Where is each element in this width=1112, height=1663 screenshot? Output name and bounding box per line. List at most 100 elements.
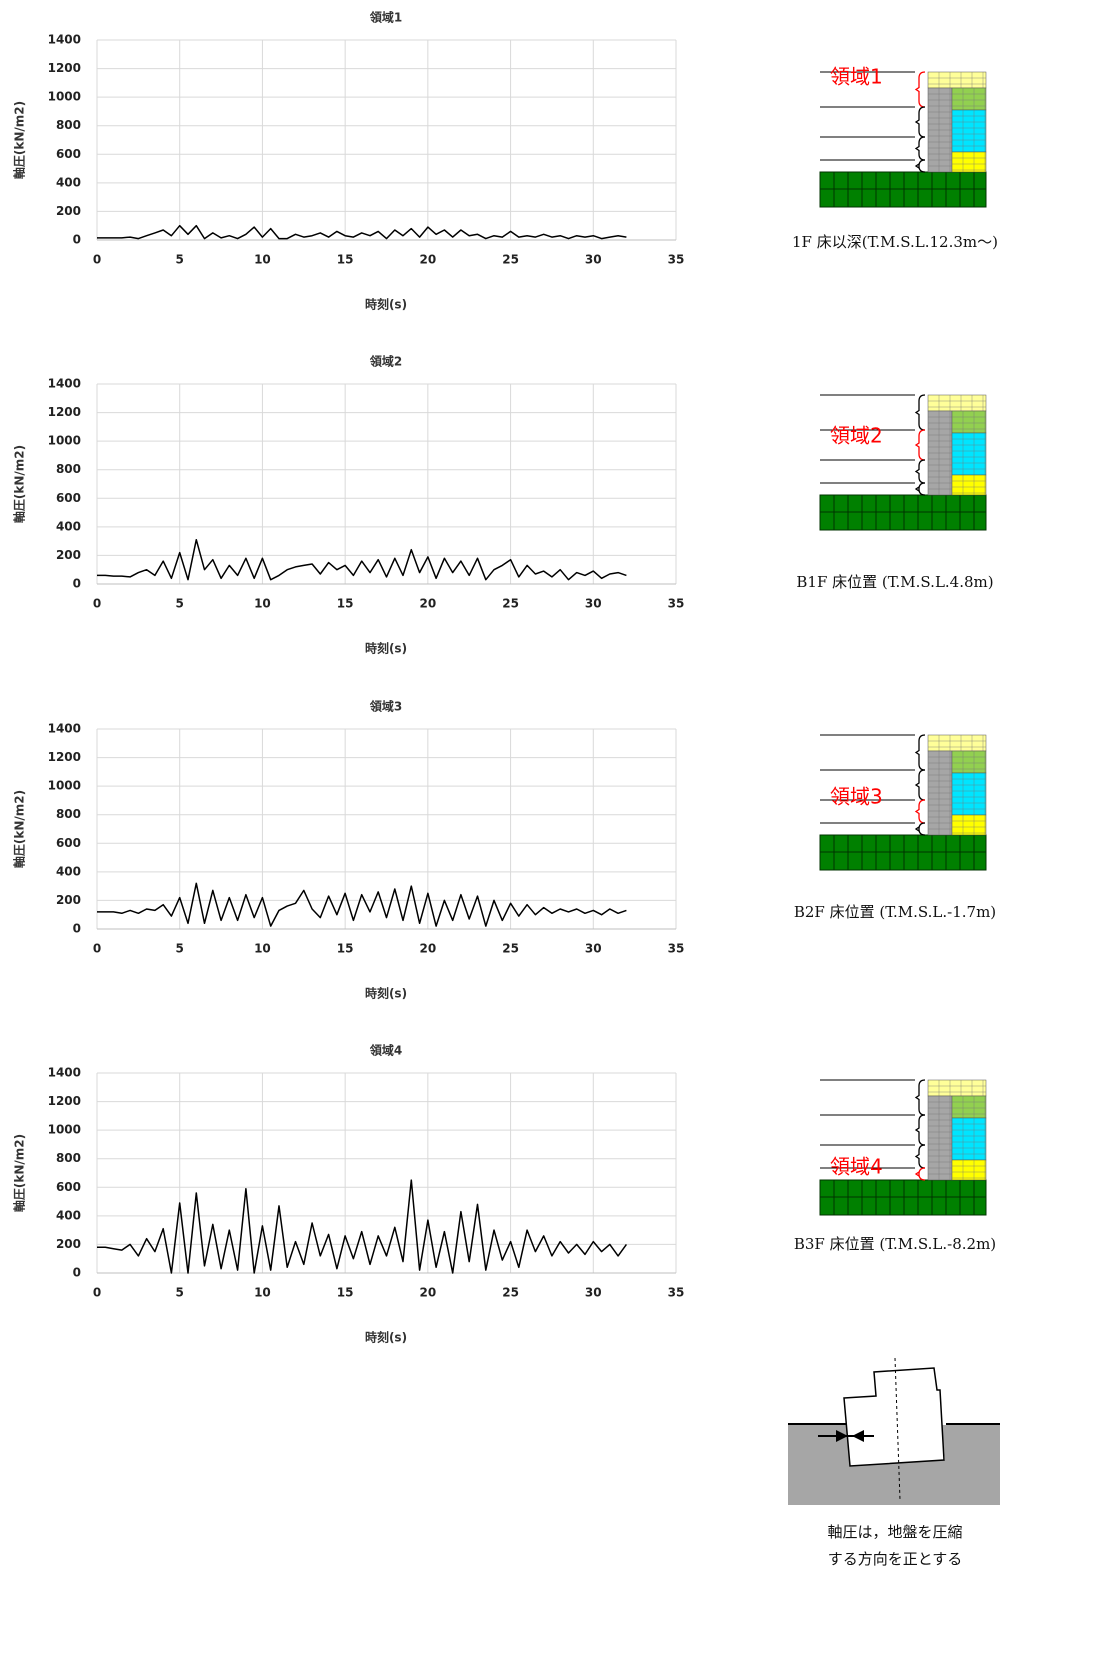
chart: 領域2 0 200 400 600 800 1000 1200 1400 0 5 10 15 20 25 30…	[12, 354, 685, 656]
y-axis-label: 軸圧(kN/m2)	[12, 445, 27, 523]
building-part	[951, 1117, 987, 1161]
x-tick-label: 5	[176, 597, 184, 611]
y-tick-label: 1400	[48, 1066, 81, 1080]
building-part	[927, 71, 987, 89]
ground-line	[946, 1423, 1000, 1425]
x-tick-label: 35	[668, 253, 685, 267]
y-tick-label: 1000	[48, 90, 81, 104]
y-tick-label: 1200	[48, 750, 81, 764]
y-tick-label: 200	[56, 1237, 81, 1251]
bracket	[914, 159, 926, 173]
y-tick-label: 1200	[48, 1094, 81, 1108]
y-tick-label: 0	[73, 922, 81, 936]
y-tick-label: 600	[56, 836, 81, 850]
x-tick-label: 5	[176, 942, 184, 956]
region-label: 領域1	[830, 65, 883, 89]
x-axis-label: 時刻(s)	[365, 297, 407, 312]
bracket	[914, 394, 926, 431]
x-tick-label: 20	[420, 597, 437, 611]
region-diagram: 領域4 B3F 床位置 (T.M.S.L.-8.2m)	[794, 1079, 996, 1253]
region-diagram: 領域3 B2F 床位置 (T.M.S.L.-1.7m)	[794, 734, 996, 921]
bracket	[914, 1144, 926, 1169]
region-label: 領域2	[830, 424, 883, 448]
building-part	[951, 151, 987, 173]
y-tick-label: 1200	[48, 405, 81, 419]
chart: 領域3 0 200 400 600 800 1000 1200 1400 0 5 10 15 20 25 30…	[12, 699, 685, 1001]
x-tick-label: 20	[420, 942, 437, 956]
data-line	[97, 882, 627, 927]
x-tick-label: 15	[337, 253, 354, 267]
y-tick-label: 1000	[48, 1123, 81, 1137]
bracket	[914, 482, 926, 496]
bracket	[914, 822, 926, 836]
x-tick-label: 20	[420, 1286, 437, 1300]
x-tick-label: 35	[668, 597, 685, 611]
building-part	[951, 410, 987, 434]
y-tick-label: 1200	[48, 61, 81, 75]
x-tick-label: 30	[585, 1286, 602, 1300]
x-axis-label: 時刻(s)	[365, 1330, 407, 1345]
y-tick-label: 800	[56, 118, 81, 132]
bracket	[914, 1079, 926, 1116]
x-tick-label: 25	[502, 597, 519, 611]
bracket	[914, 799, 926, 824]
region-label: 領域3	[830, 785, 883, 809]
data-line	[97, 538, 627, 581]
x-tick-label: 5	[176, 1286, 184, 1300]
bracket	[914, 734, 926, 771]
building-part	[951, 814, 987, 836]
building-part	[951, 109, 987, 153]
y-tick-label: 400	[56, 519, 81, 533]
bracket	[914, 429, 926, 461]
y-tick-label: 1000	[48, 779, 81, 793]
y-tick-label: 200	[56, 204, 81, 218]
x-tick-label: 10	[254, 942, 271, 956]
y-tick-label: 600	[56, 491, 81, 505]
x-tick-label: 30	[585, 253, 602, 267]
building-part	[951, 87, 987, 111]
y-tick-label: 800	[56, 462, 81, 476]
explanation-diagram: 軸圧は，地盤を圧縮 する方向を正とする	[788, 1357, 1000, 1568]
building-part	[927, 734, 987, 752]
chart-title: 領域3	[369, 699, 402, 714]
chart-title: 領域4	[369, 1043, 402, 1058]
building	[843, 1367, 945, 1467]
region-diagram: 領域1 1F 床以深(T.M.S.L.12.3m～)	[792, 65, 998, 252]
arrow-head	[836, 1430, 848, 1442]
building-part	[951, 432, 987, 476]
x-axis-label: 時刻(s)	[365, 641, 407, 656]
x-tick-label: 10	[254, 1286, 271, 1300]
region-caption: B1F 床位置 (T.M.S.L.4.8m)	[796, 573, 993, 591]
y-axis-label: 軸圧(kN/m2)	[12, 790, 27, 868]
y-tick-label: 400	[56, 1208, 81, 1222]
x-tick-label: 35	[668, 942, 685, 956]
bracket	[914, 1167, 926, 1181]
data-line	[97, 1179, 628, 1274]
building-part	[951, 772, 987, 816]
y-tick-label: 400	[56, 864, 81, 878]
x-tick-label: 0	[93, 597, 101, 611]
region-caption: 1F 床以深(T.M.S.L.12.3m～)	[792, 233, 998, 251]
arrow-head	[852, 1430, 864, 1442]
region-diagram: 領域2 B1F 床位置 (T.M.S.L.4.8m)	[796, 394, 994, 591]
x-tick-label: 5	[176, 253, 184, 267]
y-tick-label: 600	[56, 1180, 81, 1194]
bracket	[914, 1114, 926, 1146]
x-tick-label: 30	[585, 597, 602, 611]
chart-title: 領域2	[369, 354, 402, 369]
region-caption: B2F 床位置 (T.M.S.L.-1.7m)	[794, 903, 996, 921]
x-tick-label: 25	[502, 1286, 519, 1300]
chart: 領域4 0 200 400 600 800 1000 1200 1400 0 5 10 15 20 25 30…	[12, 1043, 685, 1345]
chart: 領域1 0 200 400 600 800 1000 1200 1400 0 5 10 15 20 25 30…	[12, 10, 685, 312]
bracket	[914, 136, 926, 161]
building-part	[927, 1079, 987, 1097]
x-tick-label: 15	[337, 1286, 354, 1300]
x-tick-label: 0	[93, 1286, 101, 1300]
y-tick-label: 0	[73, 233, 81, 247]
data-line	[97, 224, 627, 240]
y-tick-label: 200	[56, 548, 81, 562]
chart-title: 領域1	[369, 10, 402, 25]
y-tick-label: 400	[56, 175, 81, 189]
